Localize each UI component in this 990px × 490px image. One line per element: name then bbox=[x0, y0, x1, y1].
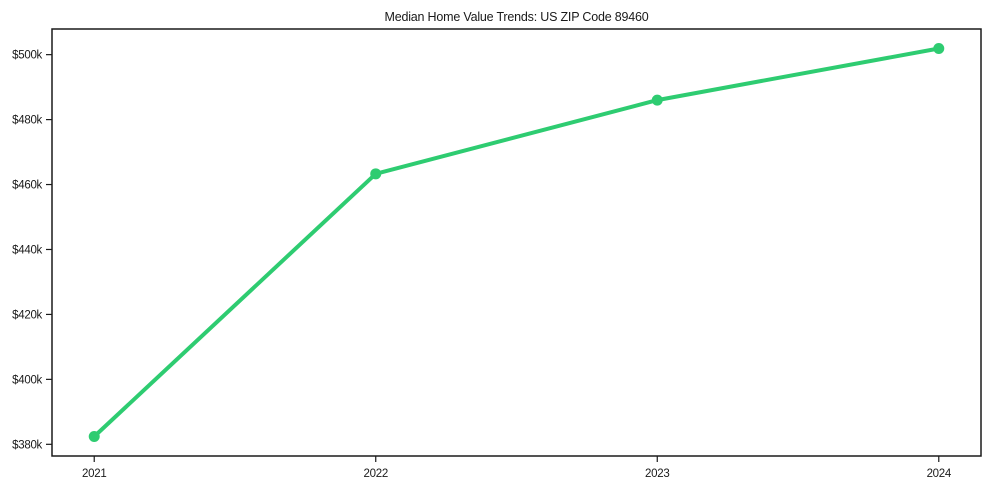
plot-border bbox=[51, 28, 982, 457]
y-tick-label: $440k bbox=[12, 244, 42, 256]
data-point bbox=[933, 42, 945, 54]
x-tick-label: 2022 bbox=[364, 468, 388, 480]
trend-line bbox=[92, 46, 941, 439]
y-tick-label: $400k bbox=[12, 374, 42, 386]
data-point bbox=[370, 168, 382, 180]
data-point bbox=[88, 431, 100, 443]
x-axis-ticks: 2021 2022 2023 2024 bbox=[82, 456, 952, 480]
y-tick-label: $480k bbox=[12, 115, 42, 127]
chart-title: Median Home Value Trends: US ZIP Code 89… bbox=[384, 10, 648, 24]
y-axis-ticks: $380k $400k $420k $440k $460k $480k $500k bbox=[12, 50, 52, 451]
x-tick-label: 2024 bbox=[927, 468, 952, 480]
x-tick-label: 2021 bbox=[82, 468, 106, 480]
y-tick-label: $460k bbox=[12, 180, 42, 192]
series-layer bbox=[88, 42, 945, 443]
y-tick-label: $500k bbox=[12, 50, 42, 62]
y-tick-label: $380k bbox=[12, 439, 42, 451]
y-tick-label: $420k bbox=[12, 309, 42, 321]
x-tick-label: 2023 bbox=[645, 468, 669, 480]
data-point bbox=[651, 94, 663, 106]
